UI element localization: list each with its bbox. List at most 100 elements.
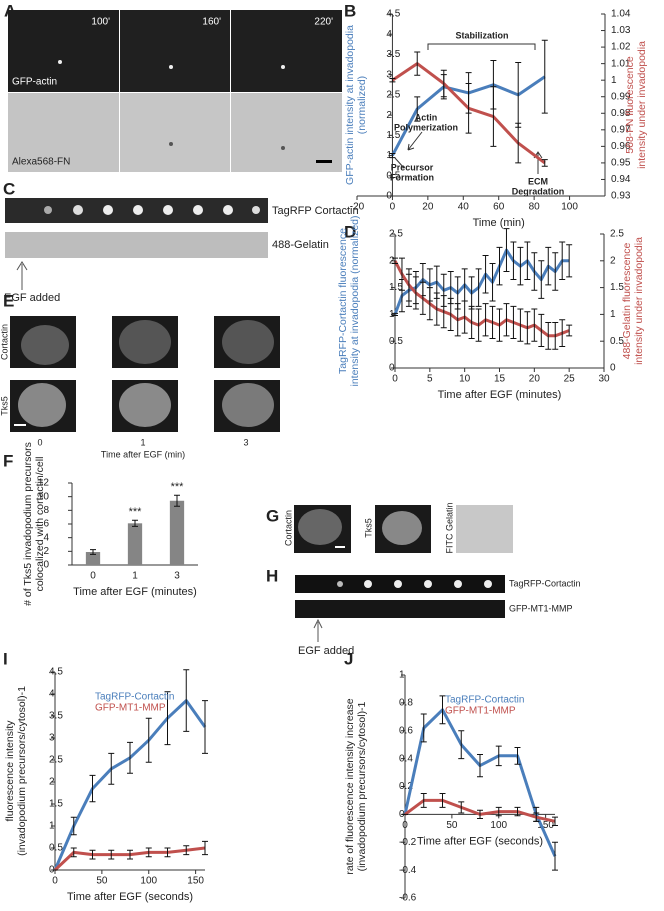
- error-bar: [477, 809, 483, 820]
- spot: [73, 205, 83, 215]
- tick-label: -0.6: [399, 893, 417, 904]
- tick-label: 0.99: [611, 91, 631, 102]
- bar: [85, 552, 101, 565]
- x-axis-label: Time after EGF (minutes): [438, 389, 562, 401]
- error-bar: [89, 774, 96, 803]
- error-bar: [531, 252, 538, 291]
- y-axis-label: colocalized with cortactin/cell: [34, 457, 46, 592]
- error-bar: [495, 745, 502, 767]
- panel-letter: H: [266, 566, 278, 585]
- error-bar: [108, 752, 115, 785]
- x-tick-label: 30: [598, 374, 610, 385]
- spot: [44, 206, 52, 214]
- y-axis-label: intensity at invadopodia (normalized): [349, 215, 361, 386]
- error-bar: [517, 246, 524, 286]
- y2-axis-label: intensity under invadopodia: [633, 237, 645, 365]
- tick-label: 4: [49, 689, 55, 700]
- tick-label: 0.5: [610, 336, 624, 347]
- error-bar: [552, 321, 559, 350]
- error-bar: [475, 268, 482, 307]
- tick-label: 1: [389, 309, 395, 320]
- tick-label: 0: [610, 363, 616, 374]
- channel-label: GFP-MT1-MMP: [509, 603, 573, 613]
- tick-label: 2.5: [389, 229, 403, 240]
- tick-label: 0.2: [399, 781, 413, 792]
- y-axis-label: (invadopodium precursors/cytosol)-1: [16, 686, 28, 856]
- tick-label: 1.03: [611, 25, 631, 36]
- tick-label: 1.5: [389, 282, 403, 293]
- error-bar: [412, 276, 419, 310]
- cell: [382, 511, 422, 545]
- y2-axis-label: 488-Gelatin fluorescence: [621, 242, 633, 359]
- error-bar: [439, 792, 446, 808]
- spot: [193, 205, 203, 215]
- tick-label: 0.4: [399, 753, 413, 764]
- error-bar: [465, 82, 472, 134]
- error-bar: [90, 549, 96, 555]
- tick-label: 6: [43, 519, 49, 530]
- tick-label: 3.5: [386, 49, 400, 60]
- micrograph: [8, 93, 119, 172]
- x-tick-label: -20: [350, 202, 365, 213]
- panel-letter: C: [3, 179, 15, 198]
- channel-label: TagRFP-Cortactin: [509, 578, 581, 588]
- error-bar: [482, 303, 489, 337]
- x-tick-label: 100: [490, 820, 507, 831]
- error-bar: [489, 305, 496, 340]
- time-label: 1: [140, 437, 145, 447]
- x-tick-label: 15: [494, 374, 506, 385]
- error-bar: [552, 841, 558, 871]
- error-bar: [389, 78, 396, 83]
- tick-label: 1: [386, 150, 392, 161]
- error-bar: [477, 753, 483, 778]
- panel-h-strips: [295, 575, 505, 642]
- error-bar: [108, 849, 115, 860]
- error-bar: [70, 816, 77, 836]
- tick-label: 0.8: [399, 698, 413, 709]
- error-bar: [503, 303, 510, 337]
- x-tick-label: 25: [564, 374, 576, 385]
- scale-bar: [335, 546, 345, 548]
- tick-label: 1.5: [49, 799, 63, 810]
- annotation: Degradation: [512, 186, 565, 196]
- panel-letter: G: [266, 506, 279, 525]
- error-bar: [496, 308, 503, 342]
- tick-label: 4: [43, 532, 49, 543]
- channel-label: GFP-actin: [12, 77, 57, 88]
- tick-label: 1.5: [386, 130, 400, 141]
- scale-bar: [316, 160, 332, 163]
- significance: ***: [129, 506, 143, 518]
- x-tick-label: 10: [459, 374, 471, 385]
- error-bar: [419, 281, 426, 315]
- error-bar: [503, 228, 510, 273]
- x-axis-label: Time after EGF (minutes): [73, 586, 197, 598]
- channel-label: FITC Gelatin: [444, 502, 454, 553]
- event-label: EGF added: [298, 645, 354, 657]
- error-bar: [127, 741, 133, 774]
- error-bar: [164, 691, 171, 746]
- x-tick-label: 0: [52, 876, 58, 887]
- panel-c-strips: [5, 198, 268, 290]
- tick-label: 4.5: [49, 667, 63, 678]
- panel-letter: E: [3, 291, 14, 310]
- error-bar: [524, 241, 531, 281]
- tick-label: 0: [386, 191, 392, 202]
- error-bar: [559, 319, 566, 348]
- channel-label: Alexa568-FN: [12, 157, 70, 168]
- error-bar: [468, 305, 475, 340]
- channel-label: Tks5: [0, 396, 9, 416]
- y-axis-label: GFP-actin intensity at invadopodia: [344, 25, 356, 185]
- error-bar: [420, 792, 427, 808]
- error-bar: [389, 153, 396, 159]
- bracket: [427, 43, 536, 50]
- channel-label: Tks5: [363, 518, 373, 538]
- x-tick-label: 0: [392, 374, 398, 385]
- micrograph: [8, 10, 119, 92]
- error-bar: [566, 244, 573, 278]
- tick-label: 2: [43, 546, 49, 557]
- kymograph: [5, 232, 268, 258]
- tick-label: 2: [610, 255, 616, 266]
- cell: [21, 325, 69, 365]
- tick-label: -0.4: [399, 865, 417, 876]
